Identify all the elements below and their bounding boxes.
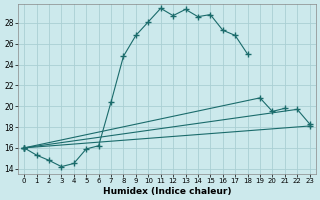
X-axis label: Humidex (Indice chaleur): Humidex (Indice chaleur) xyxy=(103,187,231,196)
